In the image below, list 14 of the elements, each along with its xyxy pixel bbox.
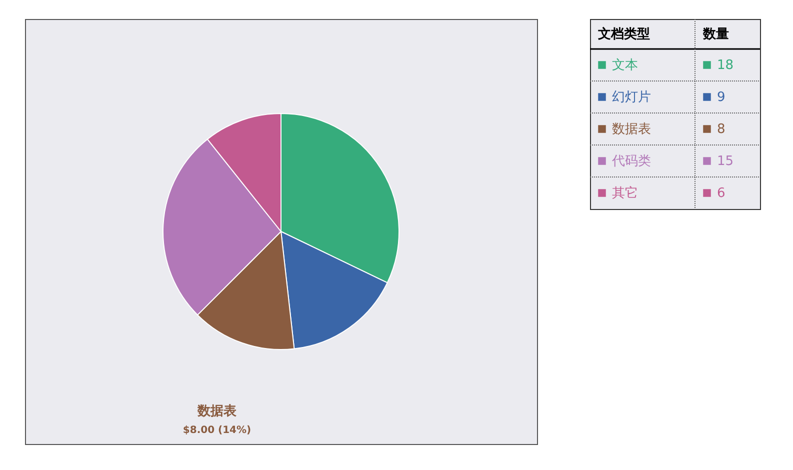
legend-label: 数据表 <box>612 122 651 137</box>
legend-label: 其它 <box>612 185 638 201</box>
legend-label: 代码类 <box>611 154 651 169</box>
legend-label: 幻灯片 <box>612 90 651 105</box>
text: 数量 <box>702 27 729 42</box>
data-label: 15 <box>717 154 734 169</box>
data-label: 8 <box>717 122 726 137</box>
text: 数据表 <box>196 404 238 419</box>
data-label: 9 <box>717 90 726 105</box>
text: $8.00 (14%) <box>182 425 252 436</box>
data-label: 18 <box>717 58 734 73</box>
legend-title: 文档类型 <box>597 26 650 42</box>
data-label: 6 <box>717 186 726 201</box>
legend-label: 文本 <box>612 58 638 73</box>
